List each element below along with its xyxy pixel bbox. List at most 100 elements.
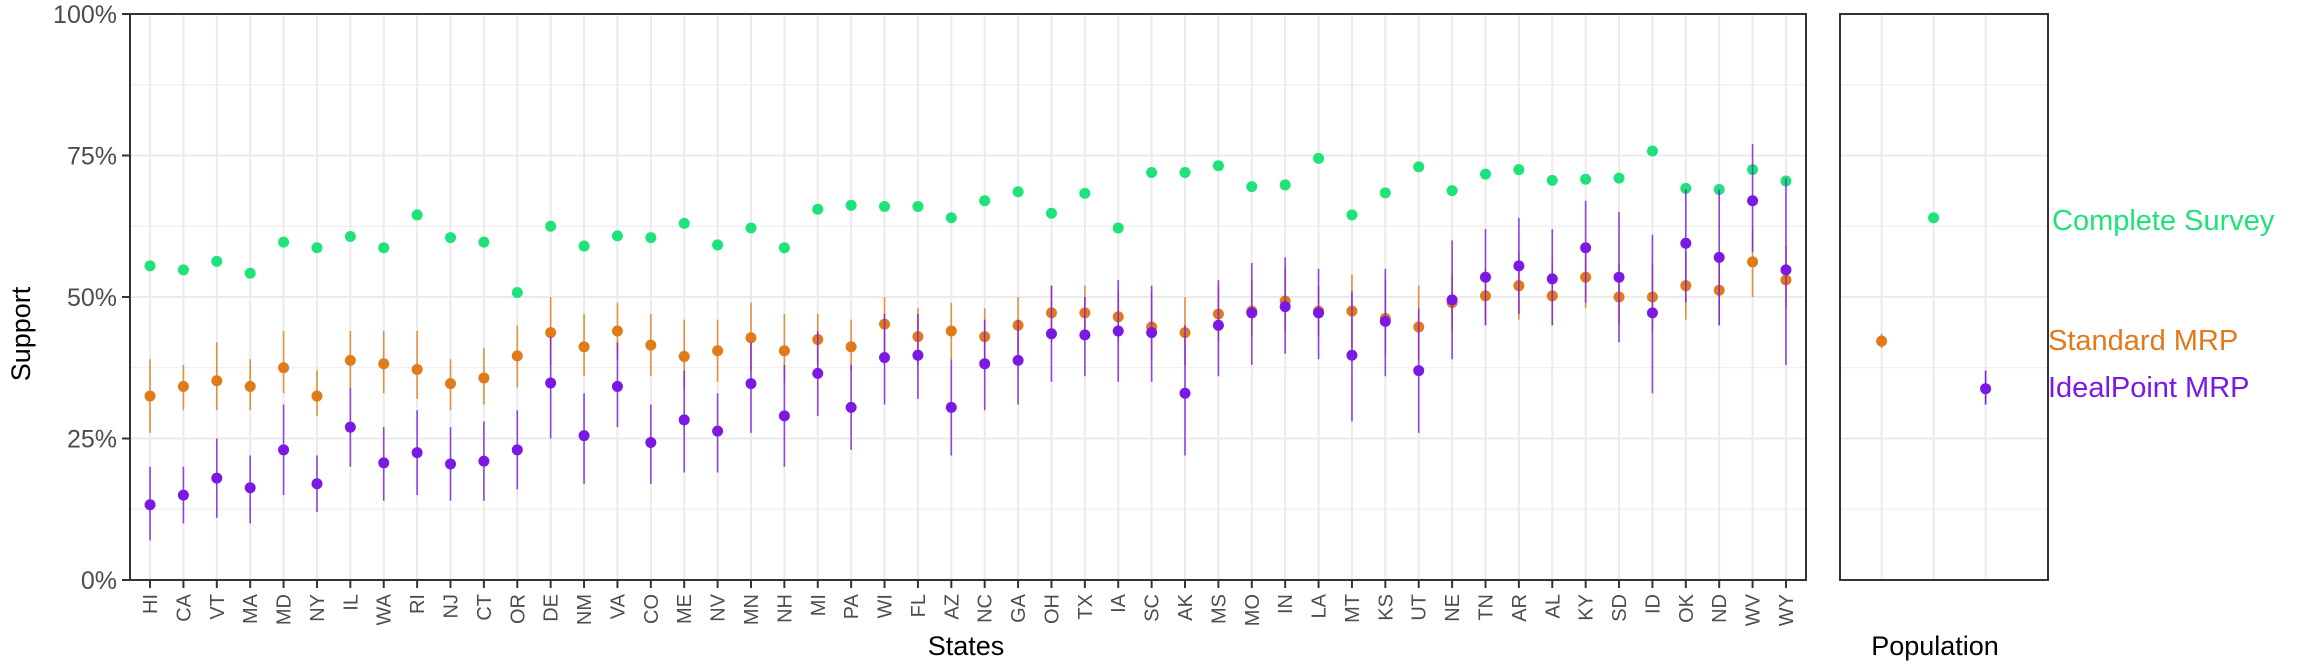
complete-survey-point xyxy=(1646,145,1658,157)
idealpoint-mrp-point xyxy=(1713,251,1725,263)
idealpoint-mrp-point xyxy=(645,436,657,448)
idealpoint-mrp-point xyxy=(1279,301,1291,313)
standard-mrp-point xyxy=(278,362,290,374)
legend-standard-mrp: Standard MRP xyxy=(2048,325,2238,357)
x-tick-label: MT xyxy=(1342,594,1364,623)
idealpoint-mrp-point xyxy=(1079,329,1091,341)
x-tick-label: NY xyxy=(307,594,329,622)
idealpoint-mrp-point xyxy=(1179,387,1191,399)
complete-survey-point xyxy=(945,212,957,224)
idealpoint-mrp-point xyxy=(411,447,423,459)
complete-survey-point xyxy=(912,200,924,212)
y-tick-label: 25% xyxy=(67,426,117,454)
x-tick-label: MS xyxy=(1208,594,1230,624)
complete-survey-point xyxy=(445,232,457,244)
standard-mrp-point xyxy=(778,345,790,357)
standard-mrp-point xyxy=(545,327,557,339)
idealpoint-mrp-point xyxy=(1012,354,1024,366)
complete-survey-point xyxy=(645,232,657,244)
complete-survey-point xyxy=(1546,174,1558,186)
complete-survey-point xyxy=(244,267,256,279)
idealpoint-mrp-point xyxy=(244,482,256,494)
x-tick-label: VA xyxy=(607,593,629,619)
complete-survey-point xyxy=(478,236,490,248)
idealpoint-mrp-point xyxy=(1146,327,1158,339)
idealpoint-mrp-point xyxy=(1747,195,1759,207)
idealpoint-mrp-point xyxy=(745,378,757,390)
x-tick-label: NE xyxy=(1442,594,1464,622)
complete-survey-point xyxy=(177,264,189,276)
idealpoint-mrp-point xyxy=(1413,365,1425,377)
x-tick-label: IA xyxy=(1108,593,1130,613)
standard-mrp-point xyxy=(845,341,857,353)
x-tick-label: IL xyxy=(340,594,362,611)
complete-survey-point xyxy=(511,286,523,298)
complete-survey-point xyxy=(678,217,690,229)
legend-complete-survey: Complete Survey xyxy=(2052,205,2275,237)
x-tick-label: HI xyxy=(140,594,162,614)
standard-mrp-point xyxy=(445,378,457,390)
complete-survey-point xyxy=(611,230,623,242)
x-tick-label: CO xyxy=(641,594,663,624)
idealpoint-mrp-point xyxy=(211,472,223,484)
population-idealpoint-mrp-point xyxy=(1980,383,1992,395)
idealpoint-mrp-point xyxy=(945,401,957,413)
idealpoint-mrp-point xyxy=(1546,273,1558,285)
idealpoint-mrp-point xyxy=(478,455,490,467)
idealpoint-mrp-point xyxy=(1613,271,1625,283)
complete-survey-point xyxy=(1045,207,1057,219)
idealpoint-mrp-point xyxy=(845,401,857,413)
standard-mrp-point xyxy=(745,332,757,344)
x-tick-label: RI xyxy=(407,594,429,614)
idealpoint-mrp-point xyxy=(445,458,457,470)
idealpoint-mrp-point xyxy=(1580,242,1592,254)
x-tick-label: LA xyxy=(1309,593,1331,618)
complete-survey-point xyxy=(578,240,590,252)
idealpoint-mrp-point xyxy=(177,489,189,501)
population-complete-survey-point xyxy=(1928,212,1940,224)
complete-survey-point xyxy=(1079,187,1091,199)
complete-survey-point xyxy=(745,222,757,234)
y-tick-label: 100% xyxy=(53,1,117,29)
x-tick-label: AR xyxy=(1509,594,1531,622)
standard-mrp-point xyxy=(478,372,490,384)
x-tick-label: TX xyxy=(1075,594,1097,620)
standard-mrp-point xyxy=(611,325,623,337)
x-tick-label: IN xyxy=(1275,594,1297,614)
complete-survey-point xyxy=(1212,160,1224,172)
complete-survey-point xyxy=(812,203,824,215)
idealpoint-mrp-point xyxy=(611,380,623,392)
idealpoint-mrp-point xyxy=(1346,349,1358,361)
x-tick-label: GA xyxy=(1008,593,1030,623)
standard-mrp-point xyxy=(177,380,189,392)
x-tick-label: UT xyxy=(1409,594,1431,621)
x-tick-label: AL xyxy=(1542,594,1564,618)
idealpoint-mrp-point xyxy=(545,377,557,389)
x-tick-label: TN xyxy=(1475,594,1497,621)
complete-survey-point xyxy=(1146,166,1158,178)
idealpoint-mrp-point xyxy=(1646,307,1658,319)
complete-survey-point xyxy=(211,255,223,267)
complete-survey-point xyxy=(1279,179,1291,191)
x-tick-label: SC xyxy=(1142,594,1164,622)
complete-survey-point xyxy=(144,260,156,272)
x-tick-label: WY xyxy=(1776,594,1798,626)
idealpoint-mrp-point xyxy=(1379,315,1391,327)
complete-survey-point xyxy=(1379,187,1391,199)
idealpoint-mrp-point xyxy=(778,410,790,422)
complete-survey-point xyxy=(1012,186,1024,198)
idealpoint-mrp-point xyxy=(1513,260,1525,272)
x-tick-label: OR xyxy=(507,594,529,624)
idealpoint-mrp-point xyxy=(1479,271,1491,283)
idealpoint-mrp-point xyxy=(1045,328,1057,340)
x-tick-label: MO xyxy=(1242,594,1264,626)
x-tick-label: ID xyxy=(1642,594,1664,614)
idealpoint-mrp-point xyxy=(1112,325,1124,337)
standard-mrp-point xyxy=(344,354,356,366)
complete-survey-point xyxy=(778,242,790,254)
x-tick-label: AZ xyxy=(941,594,963,620)
standard-mrp-point xyxy=(311,390,323,402)
complete-survey-point xyxy=(1112,222,1124,234)
idealpoint-mrp-point xyxy=(278,444,290,456)
